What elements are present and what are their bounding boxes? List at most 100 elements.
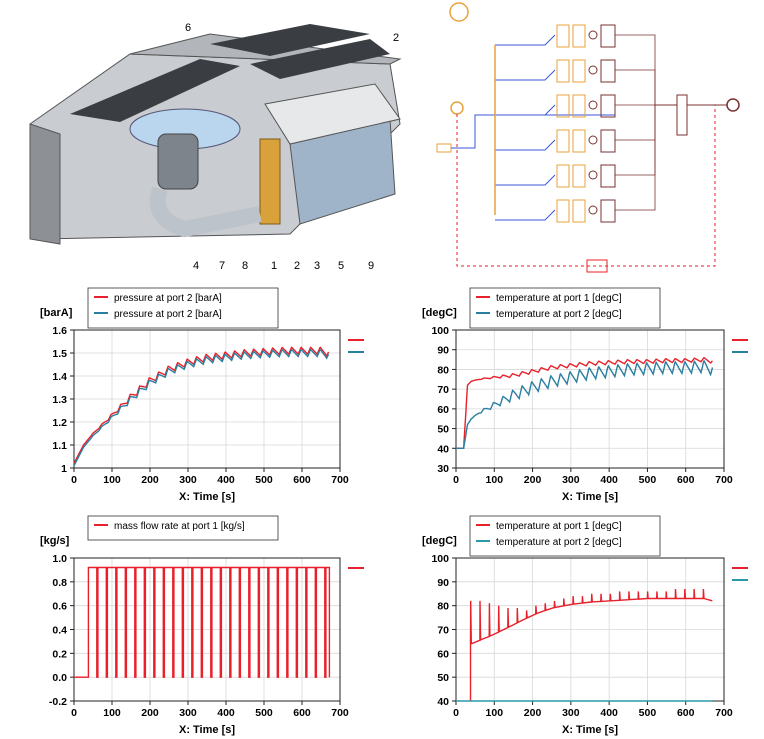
chart-temperature-ports-2: [degC] 0 100 200 300 400 500 600 700 40 50 60 70 80 90… [422, 515, 748, 736]
x-tick-label: 100 [486, 707, 504, 719]
x-tick-label: 700 [715, 474, 733, 486]
legend-box [87, 515, 279, 541]
schematic-wire [495, 139, 556, 151]
y-tick-label: 80 [437, 364, 449, 376]
y-tick-label: 1.6 [52, 325, 67, 337]
y-tick-label: 0.0 [52, 672, 67, 684]
schematic-wire [495, 209, 556, 221]
x-tick-label: 700 [715, 707, 733, 719]
schematic-valve-block [556, 59, 570, 83]
series-line [469, 588, 713, 701]
x-tick-label: 0 [453, 474, 459, 486]
legend-box [87, 287, 279, 329]
series-line [74, 566, 331, 678]
schematic-pipe-block [572, 59, 586, 83]
radiator-core [259, 83, 401, 225]
schematic-wire [615, 69, 677, 106]
x-tick-label: 300 [179, 707, 197, 719]
schematic-merge-block [676, 94, 688, 136]
schematic-valve-block [556, 129, 570, 153]
y-tick-label: 60 [437, 404, 449, 416]
y-unit-label: [barA] [40, 307, 73, 319]
schematic-sensor-icon [588, 65, 598, 75]
schematic-cooler-block [600, 24, 616, 48]
y-tick-label: 0.6 [52, 601, 67, 613]
legend-box [469, 515, 661, 557]
y-tick-label: 100 [431, 325, 449, 337]
schematic-cooler-block [600, 94, 616, 118]
y-unit-label: [degC] [422, 535, 457, 547]
x-tick-label: 600 [677, 707, 695, 719]
y-tick-label: 70 [437, 625, 449, 637]
schematic-pipe-block [572, 199, 586, 223]
x-tick-label: 200 [524, 707, 542, 719]
x-tick-label: 100 [486, 474, 504, 486]
x-tick-label: 600 [293, 707, 311, 719]
schematic-cooler-block [600, 199, 616, 223]
part-label-7: 7 [219, 260, 225, 272]
y-tick-label: 1.5 [52, 348, 67, 360]
legend: temperature at port 1 [degC] temperature … [469, 515, 661, 557]
y-tick-label: 1.2 [52, 417, 67, 429]
schematic-valve-block [556, 164, 570, 188]
part-label-6: 6 [185, 22, 191, 34]
x-tick-label: 100 [103, 474, 121, 486]
legend-label: temperature at port 2 [degC] [496, 537, 622, 548]
x-tick-label: 400 [600, 707, 618, 719]
schematic-input-block [436, 143, 452, 153]
series-line [73, 348, 330, 467]
schematic-controller-block [586, 259, 608, 273]
y-unit-label: [degC] [422, 307, 457, 319]
legend-label: temperature at port 1 [degC] [496, 521, 622, 532]
schematic-pipe-block [572, 164, 586, 188]
legend: pressure at port 2 [barA] pressure at por… [87, 287, 279, 329]
schematic-sensor-icon [588, 170, 598, 180]
part-label-4: 4 [193, 260, 199, 272]
legend-label: mass flow rate at port 1 [kg/s] [114, 521, 245, 532]
chart-pressure: [barA] 0 100 200 300 400 500 600 700 1 1.1 1.2 1.3 1.… [40, 287, 364, 503]
schematic-wire [495, 104, 556, 116]
y-tick-label: 50 [437, 424, 449, 436]
schematic-wire [615, 104, 677, 141]
x-tick-label: 500 [255, 474, 273, 486]
y-tick-label: 1.3 [52, 394, 67, 406]
x-tick-label: 700 [331, 707, 349, 719]
x-tick-label: 400 [217, 474, 235, 486]
y-tick-label: 50 [437, 672, 449, 684]
x-tick-label: 700 [331, 474, 349, 486]
fan-and-motor [129, 108, 262, 238]
schematic-sensor-icon [588, 100, 598, 110]
x-tick-label: 400 [600, 474, 618, 486]
legend-label: pressure at port 2 [barA] [114, 293, 222, 304]
schematic-sensor-icon [588, 30, 598, 40]
schematic-valve-block [556, 94, 570, 118]
y-tick-label: 0.4 [52, 625, 67, 637]
chart-temperature-ports: [degC] 0 100 200 300 400 500 600 700 30 40 50 60 70 80… [422, 287, 748, 503]
part-label-2a: 2 [393, 32, 399, 44]
series-line [73, 346, 330, 464]
schematic-pipe-block [572, 94, 586, 118]
y-tick-label: 1.1 [52, 440, 67, 452]
part-label-3: 3 [314, 260, 320, 272]
schematic-logo-icon [449, 2, 469, 22]
y-tick-label: 1.4 [52, 371, 67, 383]
schematic-sensor-icon [588, 205, 598, 215]
schematic-wire [615, 104, 677, 211]
y-tick-label: 0.8 [52, 577, 67, 589]
legend: mass flow rate at port 1 [kg/s] [87, 515, 279, 541]
x-tick-label: 0 [71, 707, 77, 719]
radiator-grilles [70, 24, 390, 122]
x-tick-label: 200 [141, 474, 159, 486]
schematic-wire [495, 34, 556, 46]
legend-box [469, 287, 661, 329]
y-tick-label: 40 [437, 696, 449, 708]
y-tick-label: -0.2 [49, 696, 67, 708]
x-axis-label: X: Time [s] [562, 724, 618, 736]
chart-mass-flow: [kg/s] 0 100 200 300 400 500 600 700 -0.2 0.0 0.2 0.… [40, 515, 364, 736]
x-axis-label: X: Time [s] [562, 491, 618, 503]
cooler-illustration: 6 2 4 7 8 1 2 3 5 9 [29, 22, 402, 272]
x-tick-label: 300 [562, 474, 580, 486]
y-tick-label: 40 [437, 443, 449, 455]
x-tick-label: 400 [217, 707, 235, 719]
y-tick-label: 30 [437, 463, 449, 475]
